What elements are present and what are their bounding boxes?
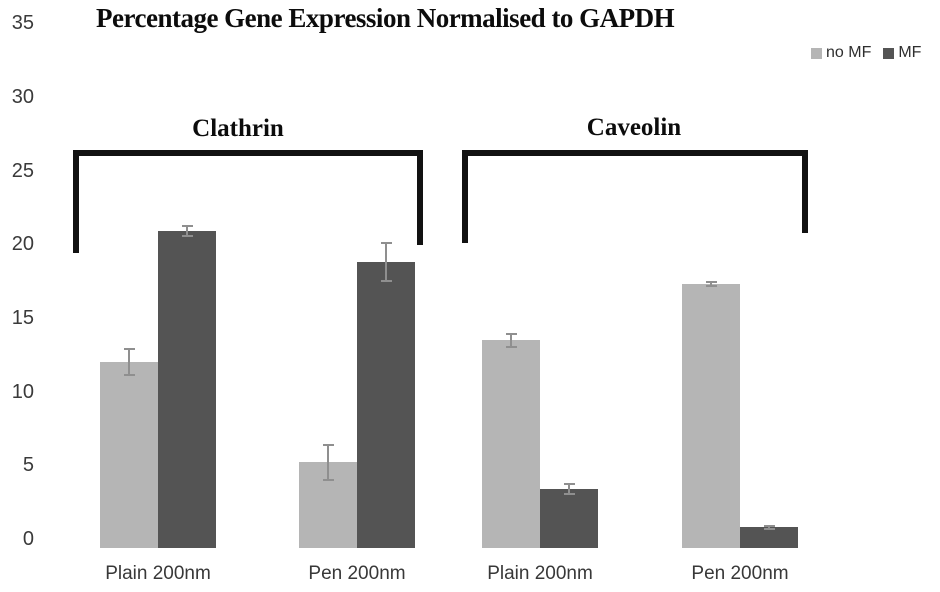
- error-bar-cap-top: [322, 443, 334, 446]
- bracket-clathrin-right-drop: [417, 150, 423, 245]
- legend-swatch-no-MF: [811, 47, 822, 59]
- error-bar-cap-top: [563, 482, 575, 485]
- legend-item-no-MF: no MF: [811, 44, 871, 62]
- error-bar-cap-top: [380, 241, 392, 244]
- legend-item-MF: MF: [883, 44, 921, 62]
- error-bar: [768, 525, 770, 529]
- error-bar-cap-top: [505, 332, 517, 335]
- bar-MF-Plain-200nm: [158, 231, 216, 548]
- error-bar: [186, 225, 188, 237]
- y-tick-label-30: 30: [11, 86, 34, 109]
- error-bar-cap-top: [123, 347, 135, 350]
- y-tick-label-5: 5: [22, 454, 34, 477]
- bracket-caveolin-right-drop: [802, 150, 808, 233]
- error-bar-cap-top: [705, 280, 717, 283]
- bar-MF-Plain-200nm: [540, 488, 598, 548]
- category-label-2: Plain 200nm: [487, 563, 593, 584]
- error-bar-cap-top: [763, 524, 775, 527]
- y-tick-label-0: 0: [22, 528, 34, 550]
- category-label-3: Pen 200nm: [691, 563, 789, 584]
- error-bar: [710, 281, 712, 287]
- bar-no-MF-Plain-200nm: [100, 362, 158, 548]
- bracket-caveolin-top: [462, 150, 808, 156]
- bracket-clathrin-top: [73, 150, 423, 156]
- bar-MF-Pen-200nm: [740, 527, 798, 548]
- bracket-caveolin-left-drop: [462, 150, 468, 243]
- error-bar-cap-bottom: [705, 285, 717, 288]
- bar-no-MF-Pen-200nm: [682, 284, 740, 548]
- y-tick-label-10: 10: [11, 380, 34, 403]
- bracket-clathrin-left-drop: [73, 150, 79, 253]
- bar-no-MF-Plain-200nm: [482, 340, 540, 548]
- y-tick-label-20: 20: [11, 233, 34, 256]
- y-tick-label-35: 35: [11, 12, 34, 35]
- error-bar-cap-bottom: [123, 374, 135, 377]
- group-label-clathrin: Clathrin: [192, 115, 284, 142]
- error-bar: [327, 444, 329, 481]
- error-bar: [128, 348, 130, 376]
- error-bar-cap-bottom: [380, 280, 392, 283]
- legend-label: MF: [898, 44, 922, 61]
- chart-title: Percentage Gene Expression Normalised to…: [96, 3, 675, 33]
- error-bar: [385, 242, 387, 282]
- bar-MF-Pen-200nm: [357, 262, 415, 548]
- error-bar-cap-top: [181, 224, 193, 227]
- y-tick-label-25: 25: [11, 159, 34, 182]
- error-bar-cap-bottom: [563, 493, 575, 496]
- error-bar-cap-bottom: [181, 235, 193, 238]
- category-label-0: Plain 200nm: [105, 563, 211, 584]
- error-bar-cap-bottom: [505, 345, 517, 348]
- legend-swatch-MF: [883, 47, 895, 59]
- error-bar: [510, 333, 512, 347]
- error-bar: [568, 483, 570, 495]
- error-bar-cap-bottom: [763, 527, 775, 530]
- legend: no MF MF: [811, 44, 921, 62]
- category-label-1: Pen 200nm: [308, 563, 406, 584]
- group-label-caveolin: Caveolin: [586, 114, 682, 141]
- legend-label: no MF: [826, 44, 872, 61]
- y-tick-label-15: 15: [11, 307, 34, 330]
- error-bar-cap-bottom: [322, 479, 334, 482]
